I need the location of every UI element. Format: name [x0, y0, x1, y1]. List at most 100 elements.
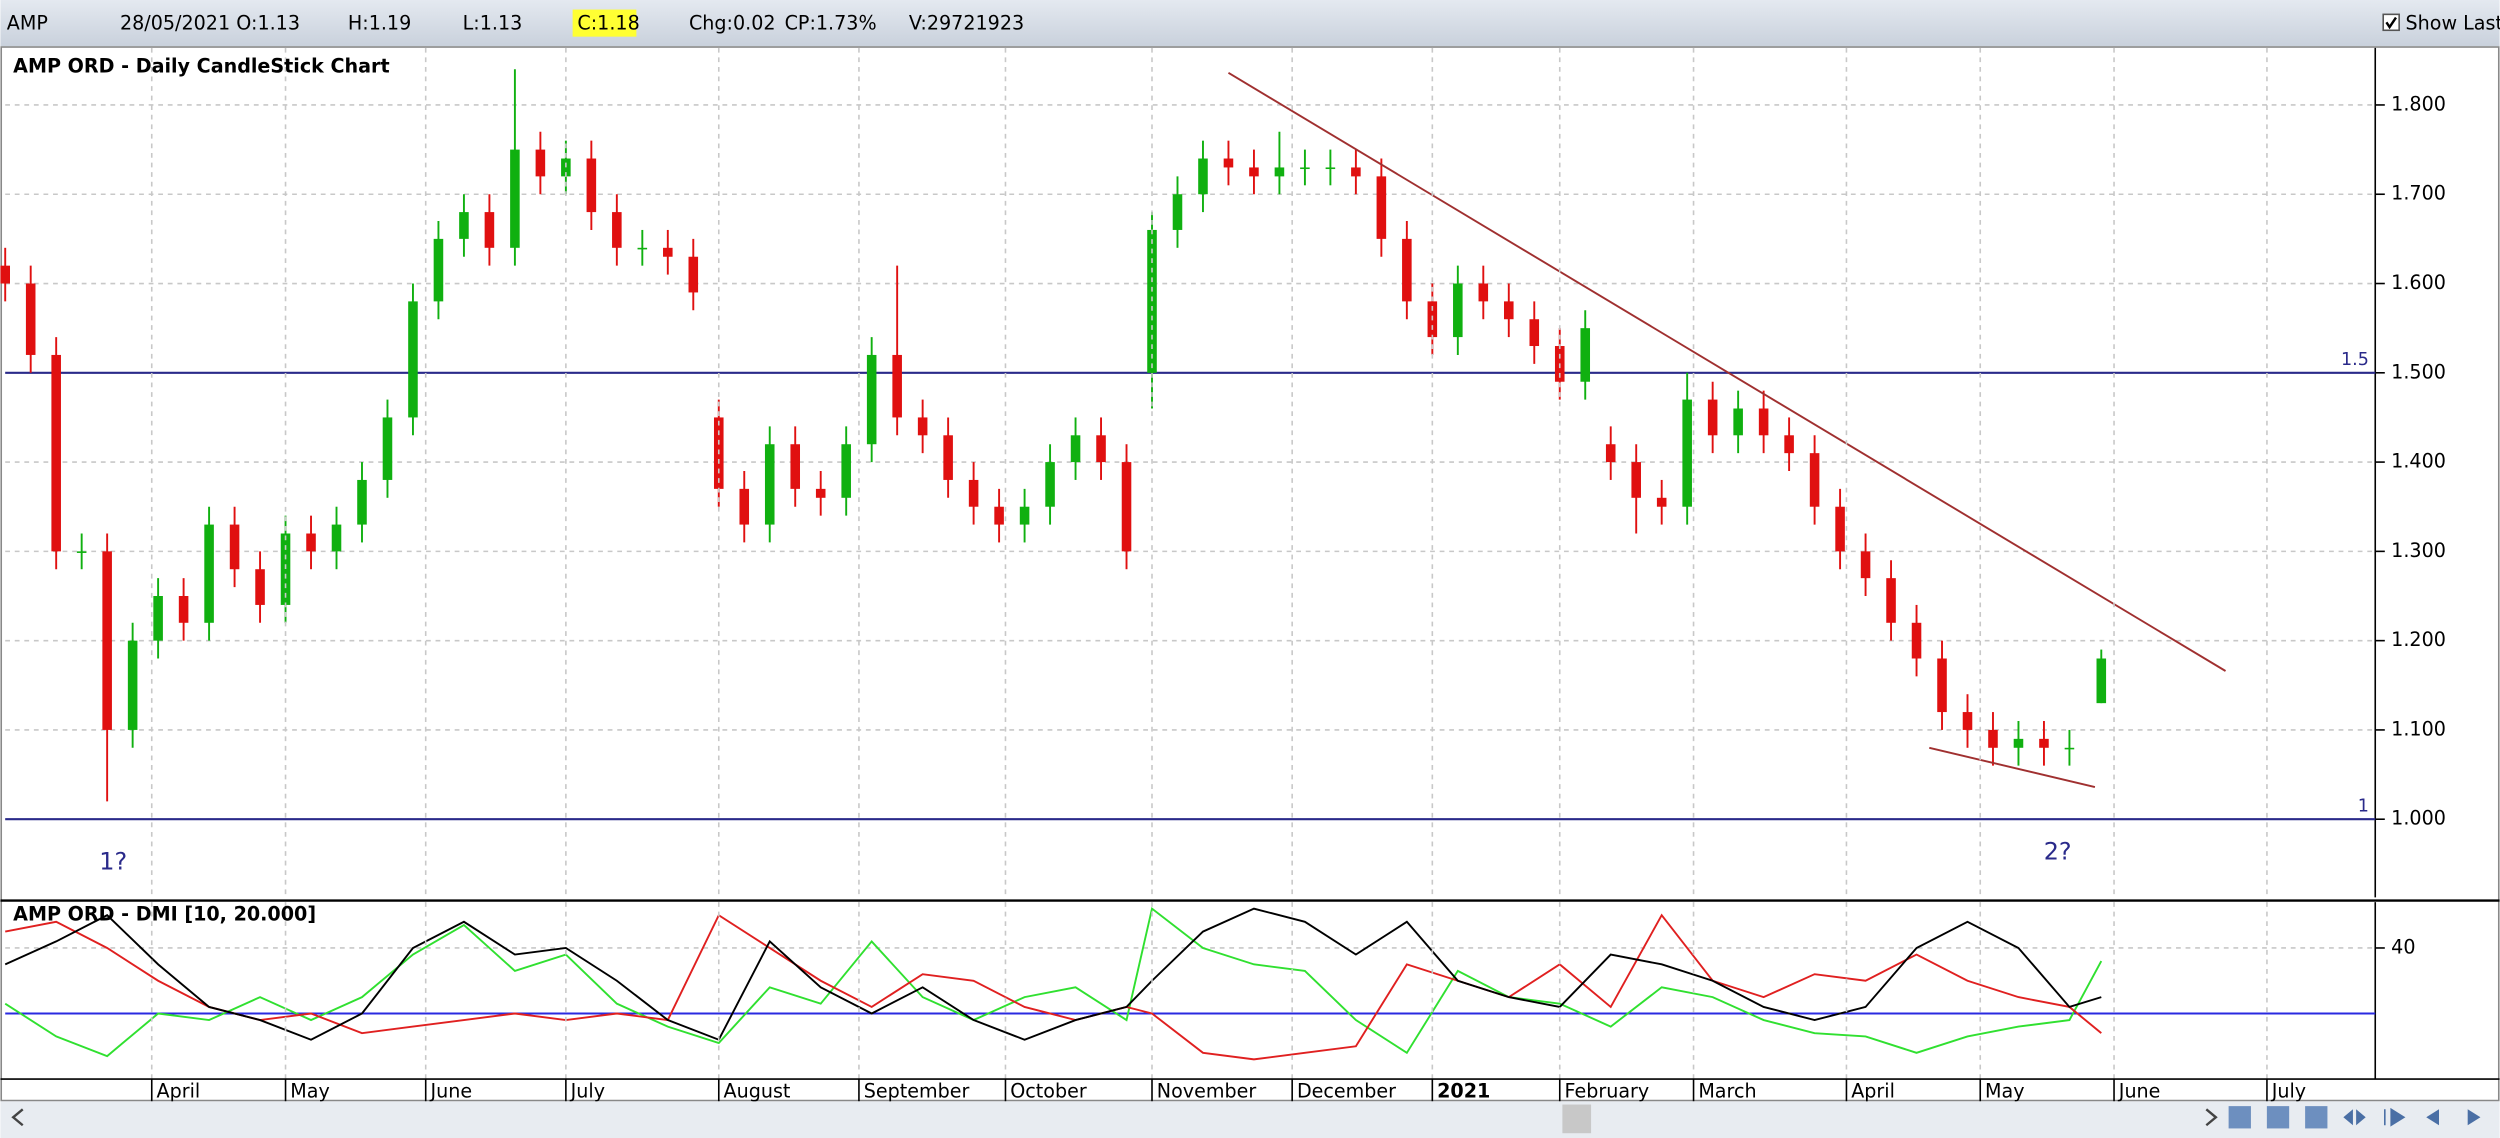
candle-body — [1962, 712, 1973, 730]
high: H:1.19 — [348, 11, 411, 34]
candle-body — [306, 533, 316, 552]
scroll-left[interactable] — [11, 1108, 24, 1127]
candle-body — [764, 444, 775, 525]
candle-body — [0, 265, 10, 284]
check — [2385, 16, 2397, 30]
candle-body — [1656, 497, 1667, 507]
volume: V:29721923 — [909, 11, 1024, 34]
candle-body — [2064, 747, 2075, 750]
candle-body — [612, 212, 622, 248]
candle-body — [2039, 738, 2049, 748]
x-tick-label: October — [1010, 1079, 1087, 1102]
candle-body — [866, 354, 877, 445]
x-tick-label: 2021 — [1437, 1079, 1490, 1102]
x-tick-label: June — [2118, 1079, 2161, 1102]
x-tick-label: May — [290, 1079, 330, 1102]
candle-body — [1351, 167, 1361, 177]
candle-body — [1733, 408, 1743, 436]
candle-body — [1682, 399, 1692, 507]
candle-body — [178, 596, 189, 623]
scroll-right[interactable] — [2205, 1108, 2218, 1127]
dmi-line — [5, 913, 2102, 1061]
candle-body — [1758, 408, 1769, 436]
date: 28/05/2021 — [120, 11, 230, 34]
y-tick-label: 1.800 — [2391, 92, 2446, 115]
candle-body — [739, 488, 750, 525]
scrollbar[interactable] — [0, 1101, 2500, 1138]
candle-body — [1300, 167, 1310, 170]
main-title: AMP ORD - Daily CandleStick Chart — [13, 54, 389, 77]
nav-next[interactable] — [2467, 1109, 2481, 1126]
candle-body — [357, 479, 367, 525]
show-last-checkbox[interactable] — [2382, 13, 2400, 32]
show-last-label[interactable]: Show Last — [2406, 11, 2500, 34]
x-tick-label: September — [864, 1079, 970, 1102]
reference-label: 1.5 — [2341, 350, 2369, 370]
nav-icon[interactable] — [2343, 1109, 2366, 1126]
tool-icon[interactable] — [2305, 1106, 2328, 1129]
change-pct: CP:1.73% — [785, 11, 877, 34]
x-tick-label: May — [1985, 1079, 2025, 1102]
candle-body — [1096, 435, 1106, 463]
reference-label: 1 — [2358, 796, 2369, 816]
candle-body — [153, 596, 163, 641]
candle-body — [433, 238, 444, 302]
x-tick-label: February — [1565, 1079, 1650, 1102]
candle-body — [1376, 176, 1387, 239]
y-tick-label: 1.700 — [2391, 182, 2446, 205]
candle-body — [25, 283, 36, 355]
candle-body — [280, 533, 291, 605]
y-tick-label: 1.100 — [2391, 717, 2446, 740]
candle-body — [51, 354, 61, 552]
nav-prev[interactable] — [2426, 1109, 2440, 1126]
candle-body — [535, 149, 546, 177]
x-tick-label: December — [1297, 1079, 1396, 1102]
tool-icon[interactable] — [2228, 1106, 2251, 1129]
candle-body — [1070, 435, 1081, 463]
scroll-thumb[interactable] — [1562, 1104, 1592, 1134]
candle-body — [688, 256, 699, 293]
x-tick-label: March — [1698, 1079, 1756, 1102]
candle-body — [1911, 622, 1922, 659]
open: O:1.13 — [236, 11, 300, 34]
candle-body — [1249, 167, 1259, 177]
x-tick-label: July — [2271, 1079, 2306, 1102]
candle-body — [637, 247, 648, 250]
candle-body — [1631, 462, 1641, 498]
y-tick-label: 40 — [2391, 935, 2415, 958]
candle-body — [943, 435, 953, 480]
candle-body — [994, 506, 1004, 525]
candle-body — [917, 417, 928, 436]
candle-body — [204, 524, 214, 623]
change: Chg:0.02 — [689, 11, 776, 34]
candle-body — [586, 158, 597, 213]
candle-body — [1605, 444, 1616, 463]
y-tick-label: 1.500 — [2391, 360, 2446, 383]
info-bar — [0, 0, 2500, 47]
y-tick-label: 1.600 — [2391, 271, 2446, 294]
candle-body — [484, 212, 495, 248]
candle-body — [663, 247, 673, 257]
y-tick-label: 1.000 — [2391, 807, 2446, 830]
y-tick-label: 1.400 — [2391, 450, 2446, 473]
candle-body — [1172, 194, 1183, 230]
candle-body — [382, 417, 393, 480]
candle-body — [408, 301, 418, 418]
candle-body — [1886, 578, 1896, 623]
x-tick-label: April — [157, 1079, 201, 1102]
candle-body — [1198, 158, 1208, 195]
candle-body — [2013, 738, 2024, 748]
candle-body — [1988, 729, 1998, 748]
candle-body — [1529, 319, 1540, 347]
nav-icon[interactable] — [2384, 1107, 2406, 1127]
candle-body — [1860, 551, 1871, 579]
candle-body — [1835, 506, 1845, 552]
candle-body — [1147, 229, 1157, 373]
tool-icon[interactable] — [2266, 1106, 2290, 1129]
frame — [0, 46, 2500, 1102]
candle-body — [1478, 283, 1489, 302]
candle-body — [1504, 301, 1514, 320]
x-tick-label: August — [724, 1079, 791, 1102]
candle-body — [1045, 462, 1055, 507]
candle-body — [1274, 167, 1285, 177]
